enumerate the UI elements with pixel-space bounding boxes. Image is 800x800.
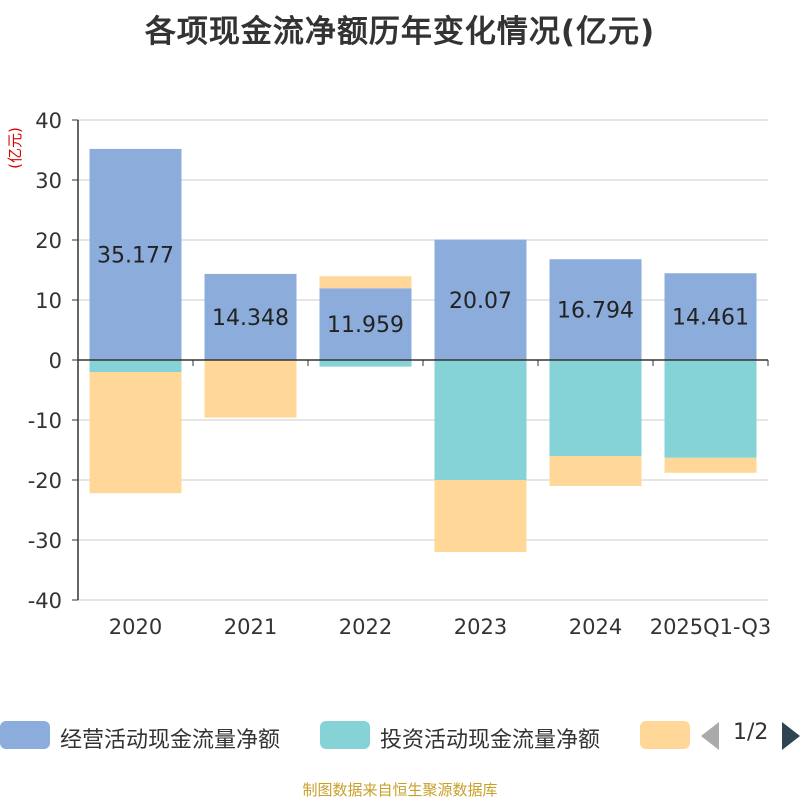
data-label: 14.461 (672, 306, 749, 331)
bar-2024-series-2 (549, 456, 642, 486)
data-label: 20.07 (449, 289, 512, 314)
y-tick-label: 40 (35, 109, 62, 133)
legend-label-investing: 投资活动现金流量净额 (380, 728, 601, 753)
y-tick-label: 0 (49, 349, 62, 373)
source-note: 制图数据来自恒生聚源数据库 (302, 781, 498, 799)
bar-2023-series-0 (434, 239, 527, 360)
bar-2025Q1-Q3-series-1 (664, 360, 757, 458)
data-label: 11.959 (327, 313, 404, 338)
legend-label-operating: 经营活动现金流量净额 (60, 728, 281, 753)
axes: 40 30 20 10 0 -10 -20 -30 -40 2020 2021 2022 2023 202… (28, 109, 772, 639)
y-tick-label: -10 (28, 409, 62, 433)
bar-2025Q1-Q3-series-2 (664, 457, 757, 473)
y-tick-label: 10 (35, 289, 62, 313)
x-tick-label: 2020 (109, 615, 162, 639)
grid-lines (78, 119, 768, 601)
data-label: 35.177 (97, 243, 174, 268)
bar-2022-series-1 (319, 360, 412, 367)
bar-2025Q1-Q3-series-0 (664, 273, 757, 360)
chart-title: 各项现金流净额历年变化情况(亿元) (144, 14, 656, 50)
x-tick-label: 2023 (454, 615, 507, 639)
y-tick-label: -40 (28, 589, 62, 613)
bar-2020-series-1 (89, 360, 182, 372)
y-tick-label: -30 (28, 529, 62, 553)
y-tick-label: -20 (28, 469, 62, 493)
bar-2022-series-2 (319, 276, 412, 289)
data-label: 14.348 (212, 306, 289, 331)
legend-swatch-financing (640, 721, 690, 749)
bar-2023-series-2 (434, 480, 527, 552)
bar-2021-series-0 (204, 273, 297, 360)
x-tick-label: 2022 (339, 615, 392, 639)
bar-2024-series-1 (549, 360, 642, 456)
bar-2020-series-2 (89, 372, 182, 494)
y-axis-label: (亿元) (6, 127, 24, 169)
bar-2024-series-0 (549, 259, 642, 360)
bar-2021-series-2 (204, 360, 297, 418)
bar-2022-series-0 (319, 288, 412, 360)
legend-page-indicator: 1/2 (733, 720, 769, 745)
y-tick-label: 30 (35, 169, 62, 193)
legend-next-page-icon[interactable] (782, 722, 800, 750)
data-label: 16.794 (557, 299, 634, 324)
legend-swatch-operating (0, 721, 50, 749)
x-tick-label: 2025Q1-Q3 (650, 615, 772, 639)
y-tick-label: 20 (35, 229, 62, 253)
chart-svg: 40 30 20 10 0 -10 -20 -30 -40 2020 2021 2022 2023 202… (6, 109, 772, 639)
x-tick-label: 2024 (569, 615, 622, 639)
legend-prev-page-icon[interactable] (701, 722, 719, 750)
data-labels: 35.177 14.348 11.959 20.07 16.794 14.461 (97, 243, 749, 338)
bar-2020-series-0 (89, 148, 182, 360)
bar-2023-series-1 (434, 360, 527, 480)
legend-swatch-investing (320, 721, 370, 749)
legend: 经营活动现金流量净额 投资活动现金流量净额 (0, 718, 800, 753)
x-tick-label: 2021 (224, 615, 277, 639)
bars (89, 148, 757, 552)
